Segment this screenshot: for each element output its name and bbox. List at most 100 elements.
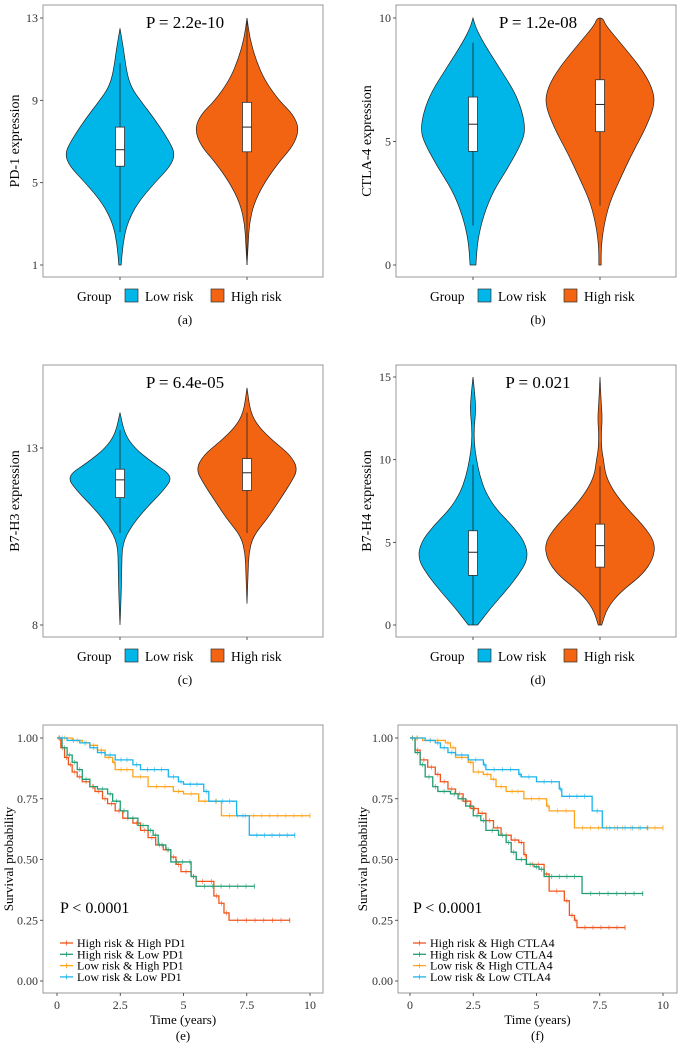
x-axis-title: Time (years) (504, 1012, 570, 1027)
y-axis-title: B7-H4 expression (360, 450, 375, 552)
km-curve-low-risk-low-ctla4 (410, 737, 648, 829)
legend-label-high-risk: High risk (584, 289, 635, 304)
legend-label: High risk & High PD1 (77, 936, 186, 950)
x-tick-label: 0 (54, 998, 60, 1012)
legend-title: Group (430, 649, 465, 664)
y-tick-label: 5 (385, 135, 391, 149)
y-tick-label: 0 (385, 618, 391, 632)
legend-label-low-risk: Low risk (498, 289, 547, 304)
x-axis-title: Time (years) (150, 1012, 216, 1027)
panel-caption: (c) (178, 672, 192, 687)
x-tick-label: 2.5 (113, 998, 128, 1012)
plot-frame (397, 724, 678, 994)
legend-title: Group (77, 649, 112, 664)
legend-title: Group (430, 289, 465, 304)
km-curve-high-risk-high-pd1 (57, 737, 290, 921)
box-iqr (115, 126, 125, 167)
y-tick-label: 0.75 (17, 792, 38, 806)
y-tick-label: 0 (385, 258, 391, 272)
p-value: P < 0.0001 (60, 900, 129, 917)
plot-frame (395, 364, 677, 638)
violin-panel-a: 1 5 9 13 PD-1 expression P = 2.2e-10 Group Low … (8, 4, 324, 327)
panel-caption: (e) (176, 1028, 190, 1043)
x-tick-label: 10 (304, 998, 316, 1012)
censor-marks (59, 735, 255, 889)
y-axis-title: Survival probability (355, 806, 370, 911)
y-tick-label: 5 (385, 535, 391, 549)
violin-panel-d: 0 5 10 15 B7-H4 expression P = 0.021 Group Low … (360, 364, 677, 687)
y-tick-label: 10 (379, 11, 391, 25)
p-value: P = 0.021 (505, 373, 570, 392)
box-iqr (115, 468, 125, 498)
panel-caption: (d) (530, 672, 545, 687)
legend-swatch-high-risk (210, 648, 225, 663)
plot-frame (42, 364, 324, 638)
km-curve-low-risk-low-pd1 (57, 737, 295, 836)
plot-frame (42, 724, 324, 994)
p-value: P < 0.0001 (413, 900, 482, 917)
legend-title: Group (77, 289, 112, 304)
legend-label-high-risk: High risk (584, 649, 635, 664)
x-tick-label: 0 (407, 998, 413, 1012)
y-tick-label: 0.00 (17, 974, 38, 988)
censor-marks (61, 735, 296, 838)
legend-label: Low risk & High PD1 (77, 959, 184, 973)
y-tick-label: 13 (26, 11, 38, 25)
x-tick-label: 5 (534, 998, 540, 1012)
legend-label-high-risk: High risk (231, 289, 282, 304)
x-tick-label: 7.5 (239, 998, 254, 1012)
legend-label: Low risk & Low CTLA4 (430, 970, 551, 984)
y-tick-label: 0.50 (17, 853, 38, 867)
x-tick-label: 10 (657, 998, 669, 1012)
y-tick-label: 0.50 (372, 853, 393, 867)
y-axis-title: PD-1 expression (8, 95, 23, 188)
legend-swatch-high-risk (210, 288, 225, 303)
censor-marks (58, 735, 291, 923)
y-tick-label: 0.25 (17, 913, 38, 927)
legend-label: High risk & Low CTLA4 (430, 947, 553, 961)
legend-swatch-low-risk (477, 288, 492, 303)
km-curve-high-risk-high-ctla4 (410, 737, 626, 929)
legend-swatch-high-risk (563, 648, 578, 663)
km-panel-e: 0.00 0.25 0.50 0.75 1.00 0 2.5 5 7.5 10 Time (year… (1, 724, 324, 1043)
legend-label-low-risk: Low risk (145, 289, 194, 304)
y-tick-label: 5 (32, 176, 38, 190)
y-tick-label: 0.25 (372, 913, 393, 927)
y-tick-label: 0.00 (372, 974, 393, 988)
km-curve-high-risk-low-pd1 (57, 737, 255, 887)
box-iqr (242, 458, 252, 491)
legend-swatch-low-risk (124, 288, 139, 303)
legend-label-low-risk: Low risk (145, 649, 194, 664)
legend-swatch-low-risk (477, 648, 492, 663)
y-tick-label: 15 (379, 370, 391, 384)
legend-swatch-low-risk (124, 648, 139, 663)
legend-label: Low risk & High CTLA4 (430, 959, 553, 973)
y-tick-label: 0.75 (372, 792, 393, 806)
y-axis-title: Survival probability (1, 806, 16, 911)
censor-marks (412, 735, 644, 897)
y-axis-title: B7-H3 expression (8, 450, 23, 552)
y-tick-label: 10 (379, 453, 391, 467)
legend-label: High risk & Low PD1 (77, 947, 184, 961)
censor-marks (412, 735, 626, 931)
legend-label: Low risk & Low PD1 (77, 970, 182, 984)
y-tick-label: 1 (32, 258, 38, 272)
y-tick-label: 1.00 (372, 731, 393, 745)
x-tick-label: 7.5 (592, 998, 607, 1012)
legend-swatch-high-risk (563, 288, 578, 303)
km-panel-f: 0.00 0.25 0.50 0.75 1.00 0 2.5 5 7.5 10 Time (year… (355, 724, 678, 1043)
y-tick-label: 8 (32, 618, 38, 632)
legend-label-high-risk: High risk (231, 649, 282, 664)
y-tick-label: 1.00 (17, 731, 38, 745)
box-iqr (468, 530, 478, 576)
y-tick-label: 13 (26, 441, 38, 455)
violin-panel-b: 0 5 10 CTLA-4 expression P = 1.2e-08 Group Low… (360, 4, 677, 327)
x-tick-label: 2.5 (466, 998, 481, 1012)
panel-caption: (a) (178, 312, 192, 327)
box-iqr (595, 79, 605, 133)
p-value: P = 1.2e-08 (499, 13, 577, 32)
legend-label: High risk & High CTLA4 (430, 936, 555, 950)
censor-marks (417, 735, 649, 831)
